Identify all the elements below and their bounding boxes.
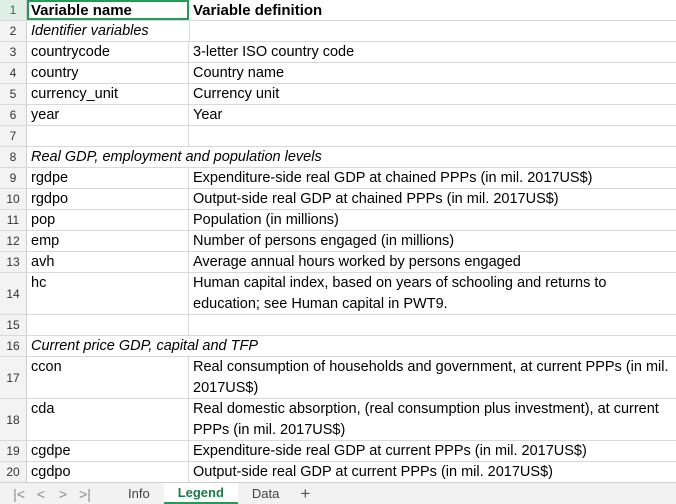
row-header[interactable]: 6 xyxy=(0,105,27,125)
sheet-tab-bar: |< < > >| Info Legend Data + xyxy=(0,482,676,504)
row-header[interactable]: 16 xyxy=(0,336,27,356)
cell-b4[interactable]: Country name xyxy=(193,65,285,81)
row-header[interactable]: 9 xyxy=(0,168,27,188)
cell-b7[interactable] xyxy=(189,126,676,146)
row-2: 2 Identifier variables xyxy=(0,21,676,42)
cell-a17[interactable]: ccon xyxy=(27,357,189,398)
spreadsheet-grid: 1 Variable name Variable definition 2 Ident… xyxy=(0,0,676,482)
row-header[interactable]: 11 xyxy=(0,210,27,230)
cell-a2[interactable]: Identifier variables xyxy=(31,23,149,39)
row-3: 3 countrycode 3-letter ISO country code xyxy=(0,42,676,63)
row-16: 16 Current price GDP, capital and TFP xyxy=(0,336,676,357)
cell-a15[interactable] xyxy=(27,315,189,335)
cell-b12[interactable]: Number of persons engaged (in millions) xyxy=(193,233,455,249)
row-header[interactable]: 2 xyxy=(0,21,27,41)
row-7: 7 xyxy=(0,126,676,147)
row-13: 13 avh Average annual hours worked by pers… xyxy=(0,252,676,273)
row-header[interactable]: 20 xyxy=(0,462,27,482)
row-header[interactable]: 5 xyxy=(0,84,27,104)
row-header[interactable]: 19 xyxy=(0,441,27,461)
row-15: 15 xyxy=(0,315,676,336)
cell-a11[interactable]: pop xyxy=(27,210,189,230)
row-10: 10 rgdpo Output-side real GDP at chained P… xyxy=(0,189,676,210)
row-14: 14 hc Human capital index, based on years … xyxy=(0,273,676,315)
row-header[interactable]: 13 xyxy=(0,252,27,272)
cell-b6[interactable]: Year xyxy=(193,107,223,123)
cell-b10[interactable]: Output-side real GDP at chained PPPs (in… xyxy=(193,191,559,207)
last-sheet-icon[interactable]: >| xyxy=(79,485,91,502)
row-5: 5 currency_unit Currency unit xyxy=(0,84,676,105)
cell-a14[interactable]: hc xyxy=(27,273,189,314)
cell-a12[interactable]: emp xyxy=(27,231,189,251)
row-header[interactable]: 7 xyxy=(0,126,27,146)
row-17: 17 ccon Real consumption of households and… xyxy=(0,357,676,399)
tab-data[interactable]: Data xyxy=(251,486,280,501)
add-sheet-icon[interactable]: + xyxy=(300,483,311,503)
cell-b13[interactable]: Average annual hours worked by persons e… xyxy=(193,254,521,270)
row-header[interactable]: 12 xyxy=(0,231,27,251)
tab-info[interactable]: Info xyxy=(128,486,150,501)
cell-b20[interactable]: Output-side real GDP at current PPPs (in… xyxy=(193,464,553,480)
cell-a4[interactable]: country xyxy=(27,63,189,83)
cell-a1[interactable]: Variable name xyxy=(27,0,189,20)
cell-a18[interactable]: cda xyxy=(27,399,189,440)
cell-b17[interactable]: Real consumption of households and gover… xyxy=(193,359,669,396)
row-8: 8 Real GDP, employment and population lev… xyxy=(0,147,676,168)
cell-a5[interactable]: currency_unit xyxy=(27,84,189,104)
cell-a16[interactable]: Current price GDP, capital and TFP xyxy=(31,338,258,354)
first-sheet-icon[interactable]: |< xyxy=(13,485,25,502)
row-header[interactable]: 8 xyxy=(0,147,27,167)
cell-a13[interactable]: avh xyxy=(27,252,189,272)
cell-a9[interactable]: rgdpe xyxy=(27,168,189,188)
row-header[interactable]: 10 xyxy=(0,189,27,209)
cell-b1[interactable]: Variable definition xyxy=(193,1,323,19)
tab-legend[interactable]: Legend xyxy=(163,483,238,504)
row-header[interactable]: 15 xyxy=(0,315,27,335)
row-4: 4 country Country name xyxy=(0,63,676,84)
cell-b19[interactable]: Expenditure-side real GDP at current PPP… xyxy=(193,443,587,459)
cell-a10[interactable]: rgdpo xyxy=(27,189,189,209)
cell-a7[interactable] xyxy=(27,126,189,146)
cell-b15[interactable] xyxy=(189,315,676,335)
cell-b14[interactable]: Human capital index, based on years of s… xyxy=(193,275,607,312)
prev-sheet-icon[interactable]: < xyxy=(36,485,46,502)
row-1: 1 Variable name Variable definition xyxy=(0,0,676,21)
row-19: 19 cgdpe Expenditure-side real GDP at curr… xyxy=(0,441,676,462)
cell-b11[interactable]: Population (in millions) xyxy=(193,212,339,228)
cell-a19[interactable]: cgdpe xyxy=(27,441,189,461)
row-header[interactable]: 3 xyxy=(0,42,27,62)
row-header[interactable]: 17 xyxy=(0,357,27,398)
row-header[interactable]: 14 xyxy=(0,273,27,314)
cell-b3[interactable]: 3-letter ISO country code xyxy=(193,44,355,60)
cell-b18[interactable]: Real domestic absorption, (real consumpt… xyxy=(193,401,659,438)
row-18: 18 cda Real domestic absorption, (real con… xyxy=(0,399,676,441)
row-header[interactable]: 18 xyxy=(0,399,27,440)
row-header[interactable]: 4 xyxy=(0,63,27,83)
row-11: 11 pop Population (in millions) xyxy=(0,210,676,231)
cell-b2[interactable] xyxy=(189,21,676,41)
row-6: 6 year Year xyxy=(0,105,676,126)
next-sheet-icon[interactable]: > xyxy=(58,485,68,502)
row-header[interactable]: 1 xyxy=(0,0,27,20)
cell-a8[interactable]: Real GDP, employment and population leve… xyxy=(31,149,322,165)
row-9: 9 rgdpe Expenditure-side real GDP at chain… xyxy=(0,168,676,189)
cell-a6[interactable]: year xyxy=(27,105,189,125)
row-20: 20 cgdpo Output-side real GDP at current P… xyxy=(0,462,676,482)
cell-b16[interactable] xyxy=(189,336,676,356)
cell-b9[interactable]: Expenditure-side real GDP at chained PPP… xyxy=(193,170,593,186)
cell-a3[interactable]: countrycode xyxy=(27,42,189,62)
cell-a20[interactable]: cgdpo xyxy=(27,462,189,482)
row-12: 12 emp Number of persons engaged (in milli… xyxy=(0,231,676,252)
cell-b8[interactable] xyxy=(189,147,676,167)
cell-b5[interactable]: Currency unit xyxy=(193,86,280,102)
